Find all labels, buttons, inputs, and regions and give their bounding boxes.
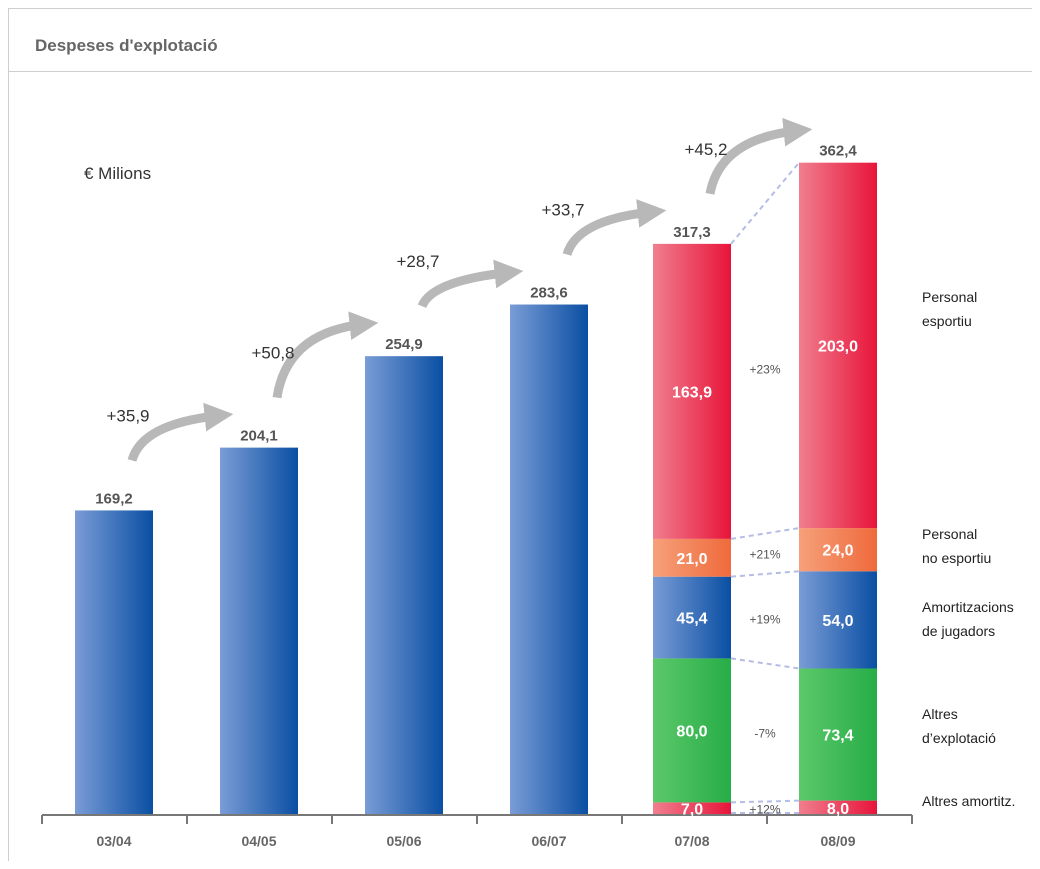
bar-06-07 bbox=[510, 304, 588, 815]
segment-value-label: 45,4 bbox=[676, 611, 707, 628]
stack-segment bbox=[653, 576, 731, 659]
growth-arrow bbox=[562, 199, 667, 257]
legend-label: esportiu bbox=[922, 313, 972, 329]
segment-change-label: +12% bbox=[749, 802, 780, 816]
bar-04-05 bbox=[220, 447, 298, 815]
growth-label: +28,7 bbox=[396, 252, 439, 271]
panel-title: Despeses d'explotació bbox=[35, 36, 218, 55]
segment-value-label: 163,9 bbox=[672, 384, 712, 401]
category-label: 08/09 bbox=[820, 833, 855, 849]
category-label: 07/08 bbox=[674, 833, 709, 849]
segment-value-label: 203,0 bbox=[818, 338, 858, 355]
growth-label: +45,2 bbox=[684, 140, 727, 159]
segment-connector bbox=[730, 527, 800, 540]
total-value-label: 283,6 bbox=[530, 285, 568, 302]
segment-value-label: 54,0 bbox=[822, 613, 853, 630]
segment-value-label: 24,0 bbox=[822, 543, 853, 560]
stack-segment bbox=[653, 538, 731, 577]
growth-label: +35,9 bbox=[106, 406, 149, 425]
segment-connector bbox=[730, 570, 800, 578]
legend-label: d’explotació bbox=[922, 730, 996, 746]
stack-segment bbox=[653, 658, 731, 803]
segment-change-label: -7% bbox=[754, 726, 776, 740]
bar-03-04 bbox=[75, 510, 153, 815]
legend-label: Altres amortitz. bbox=[922, 793, 1015, 809]
growth-arrow bbox=[127, 402, 234, 462]
category-label: 03/04 bbox=[96, 833, 131, 849]
stack-segment bbox=[799, 668, 877, 801]
segment-connector bbox=[730, 799, 800, 804]
stack-segment bbox=[799, 162, 877, 529]
growth-label: +33,7 bbox=[541, 201, 584, 220]
segment-connector bbox=[730, 657, 800, 670]
category-label: 05/06 bbox=[386, 833, 421, 849]
growth-label: +50,8 bbox=[251, 344, 294, 363]
stack-segment bbox=[799, 571, 877, 669]
segment-change-label: +21% bbox=[749, 548, 780, 562]
segment-change-label: +23% bbox=[749, 362, 780, 376]
unit-label: € Milions bbox=[84, 164, 151, 183]
total-value-label: 254,9 bbox=[385, 336, 423, 353]
panel-header: Despeses d'explotació bbox=[9, 9, 1032, 72]
legend-label: de jugadors bbox=[922, 623, 995, 639]
legend-label: Personal bbox=[922, 526, 977, 542]
growth-arrow bbox=[272, 311, 379, 399]
segment-value-label: 7,0 bbox=[681, 802, 703, 819]
legend-label: Personal bbox=[922, 289, 977, 305]
legend-label: Altres bbox=[922, 706, 958, 722]
stack-segment bbox=[799, 528, 877, 572]
segment-connector bbox=[730, 162, 800, 245]
total-value-label: 204,1 bbox=[240, 428, 278, 445]
chart-panel: Despeses d'explotació bbox=[8, 8, 1032, 861]
category-label: 06/07 bbox=[531, 833, 566, 849]
total-value-label: 169,2 bbox=[95, 490, 133, 507]
legend-label: Amortitzacions bbox=[922, 599, 1014, 615]
total-value-label: 362,4 bbox=[819, 143, 857, 160]
legend-label: no esportiu bbox=[922, 550, 991, 566]
segment-change-label: +19% bbox=[749, 613, 780, 627]
category-label: 04/05 bbox=[241, 833, 276, 849]
stack-segment bbox=[799, 800, 877, 815]
growth-arrow bbox=[417, 259, 524, 309]
segment-value-label: 80,0 bbox=[676, 723, 707, 740]
segment-value-label: 73,4 bbox=[822, 728, 853, 745]
segment-value-label: 8,0 bbox=[827, 801, 849, 818]
growth-arrow bbox=[705, 117, 813, 195]
stack-segment bbox=[653, 802, 731, 815]
bar-05-06 bbox=[365, 356, 443, 815]
segment-value-label: 21,0 bbox=[676, 551, 707, 568]
stack-segment bbox=[653, 243, 731, 539]
total-value-label: 317,3 bbox=[673, 224, 711, 241]
